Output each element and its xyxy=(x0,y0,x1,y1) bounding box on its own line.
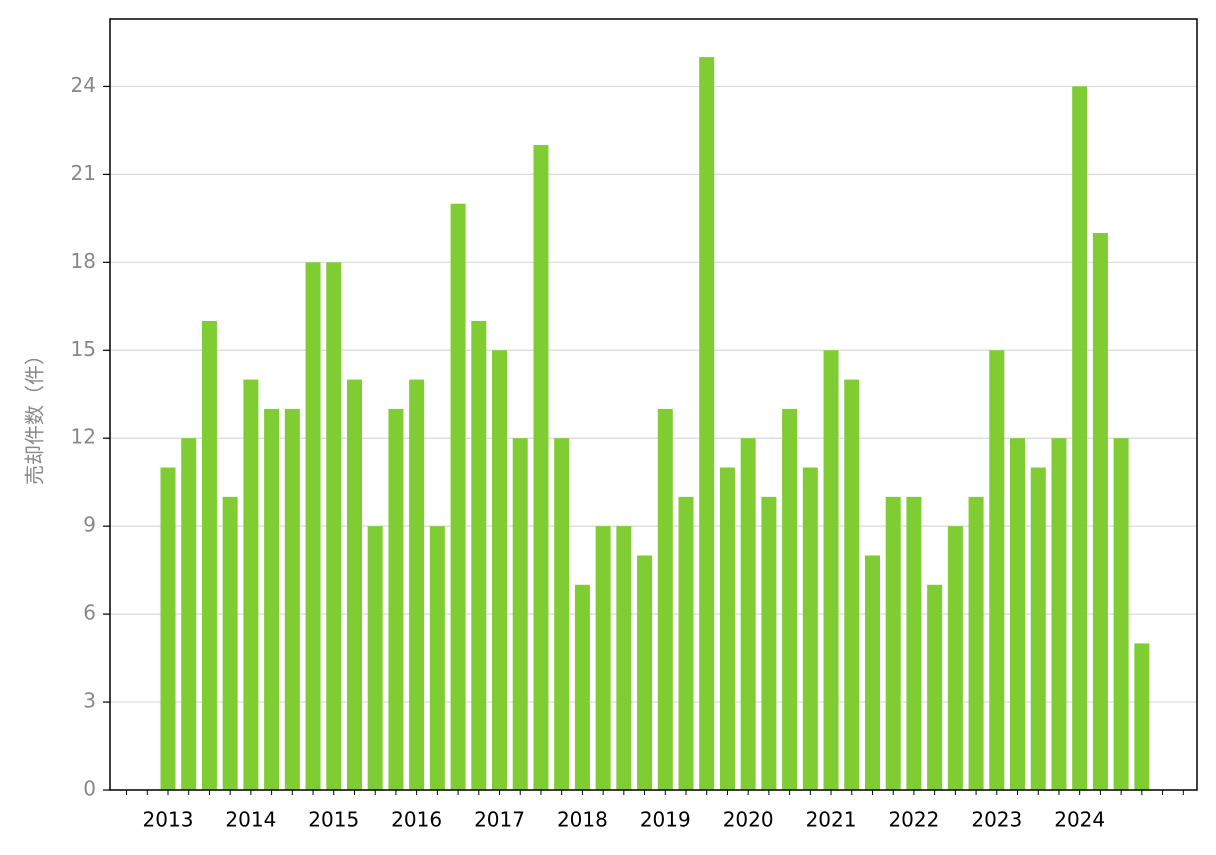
bar xyxy=(1030,467,1046,790)
bar xyxy=(927,584,943,790)
bar xyxy=(844,379,860,790)
x-tick-label: 2021 xyxy=(806,808,857,832)
bar xyxy=(160,467,176,790)
bar xyxy=(367,526,383,790)
bar xyxy=(409,379,425,790)
x-tick-label: 2014 xyxy=(225,808,276,832)
bar xyxy=(968,496,984,790)
bar xyxy=(388,408,404,790)
bar xyxy=(1010,438,1026,790)
y-tick-label: 21 xyxy=(71,161,96,185)
plot-frame xyxy=(109,18,1198,791)
bar xyxy=(678,496,694,790)
x-tick-label: 2017 xyxy=(474,808,525,832)
y-tick-label: 6 xyxy=(83,601,96,625)
bar xyxy=(429,526,445,790)
x-tick-label: 2013 xyxy=(143,808,194,832)
bar xyxy=(740,438,756,790)
bar xyxy=(699,57,715,790)
y-tick-label: 9 xyxy=(83,513,96,537)
y-tick-label: 0 xyxy=(83,777,96,801)
bar xyxy=(512,438,528,790)
bar xyxy=(471,320,487,790)
x-tick-label: 2022 xyxy=(888,808,939,832)
bar xyxy=(450,203,466,790)
y-tick-label: 3 xyxy=(83,689,96,713)
bar xyxy=(657,408,673,790)
bar xyxy=(305,262,321,790)
bar xyxy=(719,467,735,790)
bar xyxy=(989,350,1005,790)
bar xyxy=(533,145,549,791)
bar xyxy=(554,438,570,790)
bar xyxy=(201,320,217,790)
bar xyxy=(616,526,632,790)
bar xyxy=(823,350,839,790)
x-tick-label: 2024 xyxy=(1054,808,1105,832)
bar xyxy=(864,555,880,790)
x-tick-label: 2023 xyxy=(971,808,1022,832)
bar xyxy=(284,408,300,790)
bar xyxy=(1092,233,1108,791)
bar xyxy=(346,379,362,790)
bar xyxy=(802,467,818,790)
bar xyxy=(181,438,197,790)
bar xyxy=(492,350,508,790)
bar xyxy=(243,379,259,790)
bar xyxy=(595,526,611,790)
x-tick-label: 2015 xyxy=(308,808,359,832)
y-tick-label: 24 xyxy=(71,73,96,97)
bar xyxy=(326,262,342,790)
bar xyxy=(637,555,653,790)
y-axis-label: 売却件数（件） xyxy=(23,345,47,485)
bar xyxy=(1051,438,1067,790)
bar xyxy=(222,496,238,790)
bar xyxy=(782,408,798,790)
bar xyxy=(574,584,590,790)
x-tick-label: 2016 xyxy=(391,808,442,832)
x-tick-label: 2018 xyxy=(557,808,608,832)
x-tick-label: 2019 xyxy=(640,808,691,832)
y-tick-label: 18 xyxy=(71,249,96,273)
bar xyxy=(906,496,922,790)
y-tick-label: 15 xyxy=(71,337,96,361)
bar xyxy=(1113,438,1129,790)
bar xyxy=(947,526,963,790)
bar xyxy=(761,496,777,790)
y-tick-label: 12 xyxy=(71,425,96,449)
bar xyxy=(885,496,901,790)
bar xyxy=(1072,86,1088,791)
bar xyxy=(1134,643,1150,790)
bar xyxy=(264,408,280,790)
x-tick-label: 2020 xyxy=(723,808,774,832)
